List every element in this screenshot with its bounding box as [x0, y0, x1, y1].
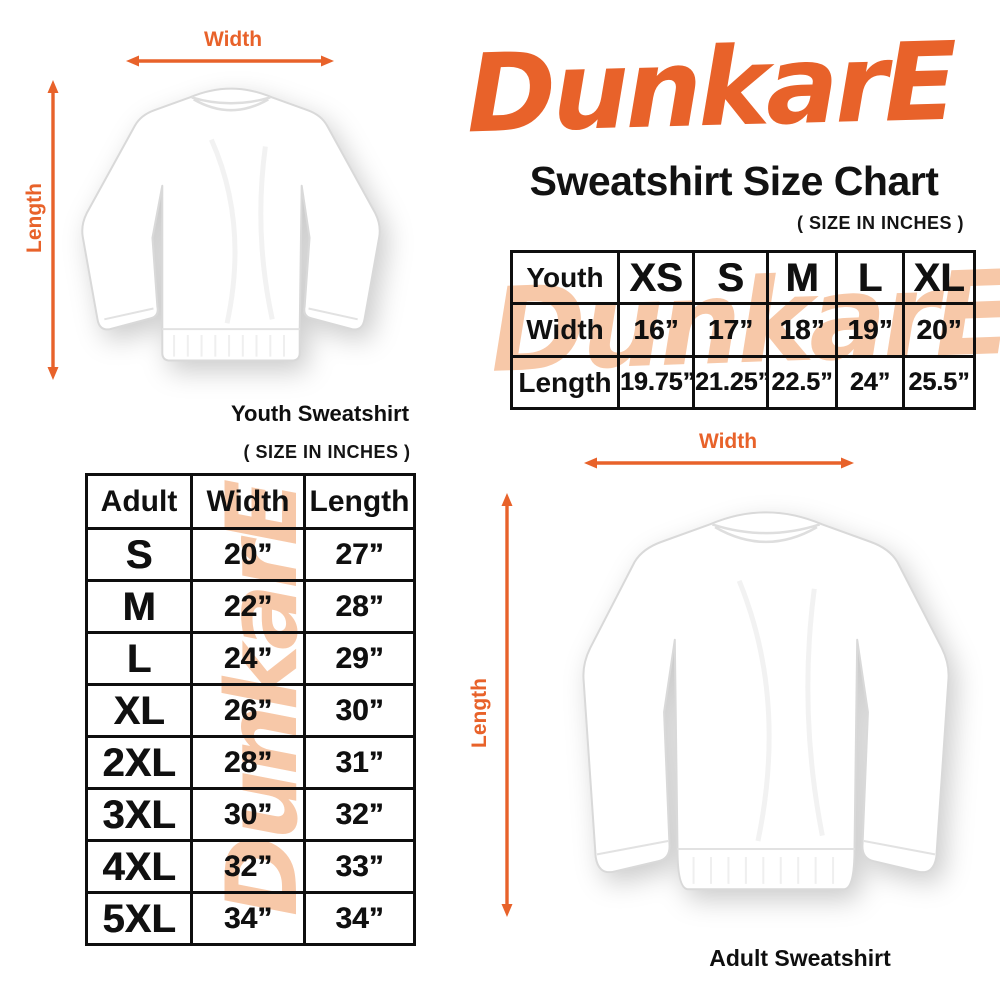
- adult-header-row: Adult Width Length: [85, 473, 416, 530]
- youth-header-cell: Youth: [510, 250, 620, 305]
- table-row: M 22” 28”: [85, 579, 416, 634]
- youth-length-xl: 25.5”: [902, 355, 976, 410]
- youth-width-arrow: [126, 55, 334, 67]
- youth-width-xl: 20”: [902, 302, 976, 358]
- youth-diagram: Width Length Youth Sweatshirt: [0, 0, 430, 430]
- youth-size-xl: XL: [902, 250, 976, 305]
- adult-size: 2XL: [85, 735, 193, 790]
- page-title: Sweatshirt Size Chart: [529, 158, 939, 204]
- youth-length-arrow: [47, 80, 59, 380]
- adult-size: XL: [85, 683, 193, 738]
- adult-length: 27”: [303, 527, 416, 582]
- youth-length-s: 21.25”: [692, 355, 770, 410]
- youth-size-table: Youth XS S M L XL Width 16” 17” 18” 19” …: [510, 250, 976, 410]
- adult-diagram: Width Length Adult Sweatshirt: [430, 420, 1000, 1000]
- table-row: L 24” 29”: [85, 631, 416, 686]
- brand-logo: DunkarE: [464, 19, 956, 158]
- youth-width-row: Width 16” 17” 18” 19” 20”: [510, 302, 976, 358]
- youth-length-label: Length: [23, 183, 46, 253]
- youth-width-label: Width: [203, 28, 263, 51]
- youth-width-m: 18”: [766, 302, 838, 358]
- adult-length-label: Length: [468, 678, 491, 748]
- adult-length: 28”: [303, 579, 416, 634]
- adult-size: M: [85, 579, 193, 634]
- youth-sweatshirt-illustration: [64, 66, 398, 390]
- adult-width: 20”: [190, 527, 306, 582]
- adult-width-label: Width: [698, 430, 758, 453]
- adult-size: L: [85, 631, 193, 686]
- table-row: S 20” 27”: [85, 527, 416, 582]
- youth-length-m: 22.5”: [766, 355, 838, 410]
- adult-size: 5XL: [85, 891, 193, 946]
- youth-size-l: L: [835, 250, 905, 305]
- adult-width-header: Width: [190, 473, 306, 530]
- adult-caption: Adult Sweatshirt: [709, 945, 891, 971]
- youth-size-xs: XS: [617, 250, 695, 305]
- youth-width-l: 19”: [835, 302, 905, 358]
- table-row: 3XL 30” 32”: [85, 787, 416, 842]
- adult-width: 30”: [190, 787, 306, 842]
- row-label: Width: [510, 302, 620, 358]
- adult-size: 3XL: [85, 787, 193, 842]
- youth-size-s: S: [692, 250, 769, 305]
- adult-header-cell: Adult: [85, 473, 193, 530]
- youth-caption: Youth Sweatshirt: [230, 401, 410, 426]
- table-row: XL 26” 30”: [85, 683, 416, 738]
- youth-header-row: Youth XS S M L XL: [510, 250, 976, 305]
- adult-width: 26”: [190, 683, 306, 738]
- adult-width: 24”: [190, 631, 306, 686]
- size-note-adult: ( SIZE IN INCHES ): [243, 442, 411, 462]
- adult-width: 34”: [190, 891, 306, 946]
- adult-size-table: Adult Width Length S 20” 27” M 22” 28” L…: [85, 473, 416, 946]
- adult-size: S: [85, 527, 193, 582]
- adult-length-arrow: [501, 493, 513, 917]
- adult-length: 32”: [303, 787, 416, 842]
- adult-width-arrow: [584, 457, 854, 469]
- table-row: 4XL 32” 33”: [85, 839, 416, 894]
- youth-length-xs: 19.75”: [617, 355, 695, 410]
- table-row: 5XL 34” 34”: [85, 891, 416, 946]
- size-note-youth: ( SIZE IN INCHES ): [796, 213, 964, 233]
- adult-length: 29”: [303, 631, 416, 686]
- adult-length: 30”: [303, 683, 416, 738]
- youth-size-m: M: [766, 250, 838, 305]
- adult-width: 22”: [190, 579, 306, 634]
- youth-length-row: Length 19.75” 21.25” 22.5” 24” 25.5”: [510, 355, 976, 410]
- row-label: Length: [510, 355, 620, 410]
- adult-length: 34”: [303, 891, 416, 946]
- youth-width-s: 17”: [692, 302, 769, 358]
- adult-width: 28”: [190, 735, 306, 790]
- adult-length: 33”: [303, 839, 416, 894]
- adult-size: 4XL: [85, 839, 193, 894]
- youth-length-l: 24”: [835, 355, 905, 410]
- adult-length: 31”: [303, 735, 416, 790]
- adult-length-header: Length: [303, 473, 416, 530]
- adult-sweatshirt-illustration: [538, 484, 994, 927]
- youth-width-xs: 16”: [617, 302, 695, 358]
- table-row: 2XL 28” 31”: [85, 735, 416, 790]
- adult-width: 32”: [190, 839, 306, 894]
